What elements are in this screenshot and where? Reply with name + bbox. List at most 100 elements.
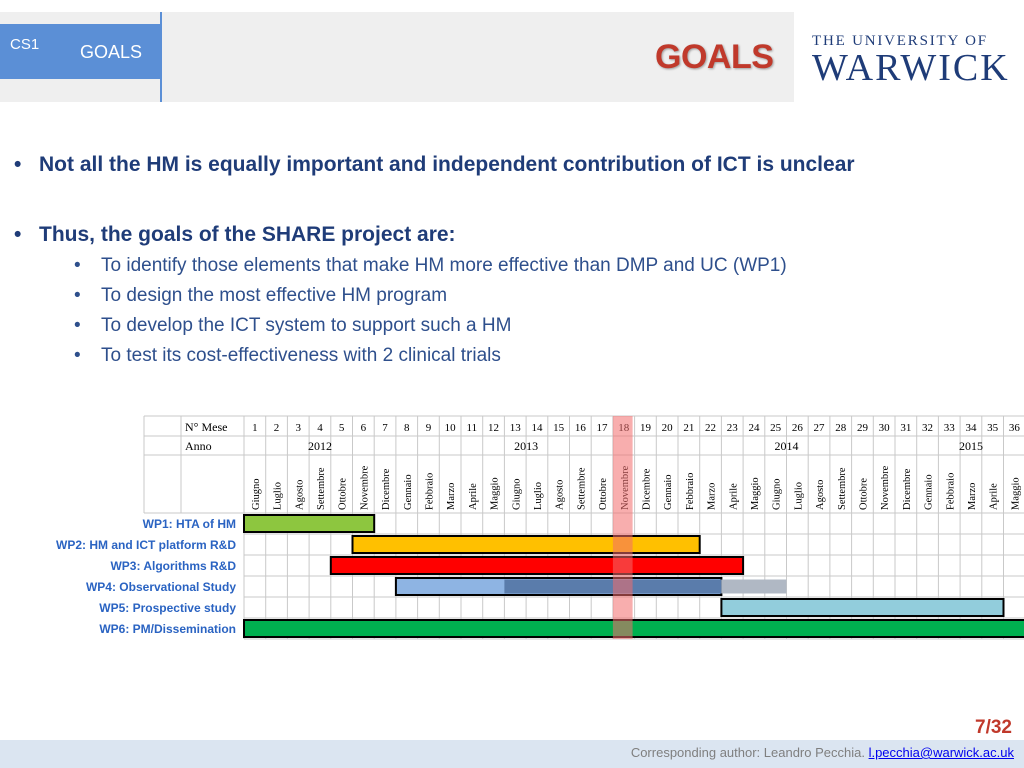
year-label: 2014 [775,439,799,453]
bullet-dot: • [14,223,22,246]
month-number-label: 30 [879,422,891,434]
task-bar [720,598,1005,617]
month-name-label: Giugno [251,479,262,511]
task-label: WP2: HM and ICT platform R&D [56,538,236,552]
month-number-label: 33 [944,422,956,434]
sub-bullet-4-text: To test its cost-effectiveness with 2 cl… [101,345,501,366]
month-number-label: 16 [575,422,587,434]
month-name-label: Aprile [989,483,1000,510]
month-name-label: Agosto [294,480,305,510]
month-name-label: Agosto [815,480,826,510]
sub-bullet-2-text: To design the most effective HM program [101,285,448,306]
month-number-label: 35 [987,422,999,434]
month-name-label: Agosto [555,480,566,510]
bullet-1: • Not all the HM is equally important an… [14,153,855,177]
month-name-label: Marzo [967,483,978,510]
logo-main-text: WARWICK [812,47,1010,89]
sub-bullet-2: • To design the most effective HM progra… [74,285,447,307]
email-link[interactable]: l.pecchia@warwick.ac.uk [868,745,1014,760]
bullet-dot: • [14,153,22,176]
sub-bullet-3-text: To develop the ICT system to support suc… [101,315,512,336]
month-name-label: Marzo [707,483,718,510]
logo-top-text: THE UNIVERSITY OF [812,33,988,49]
sub-bullet-4: • To test its cost-effectiveness with 2 … [74,345,501,367]
sub-bullet-3: • To develop the ICT system to support s… [74,315,511,337]
month-name-label: Maggio [490,477,501,510]
month-number-label: 31 [900,422,911,434]
year-label: 2015 [959,439,983,453]
month-number-label: 15 [553,422,565,434]
task-label: WP4: Observational Study [85,580,236,594]
month-number-label: 21 [683,422,694,434]
month-number-label: 25 [770,422,782,434]
month-name-label: Febbraio [424,473,435,510]
page-number: 7/32 [975,717,1012,738]
section-tab [0,24,160,79]
footer-credit: Corresponding author: Leandro Pecchia. l… [631,745,1014,760]
month-name-label: Novembre [880,465,891,510]
sub-bullet-1: • To identify those elements that make H… [74,255,787,277]
month-number-label: 23 [727,422,739,434]
month-name-label: Luglio [273,482,284,510]
month-number-label: 2 [274,422,280,434]
month-name-label: Dicembre [381,468,392,510]
footer-band [0,740,1024,768]
task-label: WP6: PM/Dissemination [99,622,236,636]
month-name-label: Novembre [359,465,370,510]
month-number-label: 9 [426,422,432,434]
month-name-label: Ottobre [598,478,609,510]
month-number-label: 11 [467,422,478,434]
task-label: WP1: HTA of HM [142,517,236,531]
month-name-label: Maggio [1010,477,1021,510]
month-name-label: Aprile [728,483,739,510]
month-number-label: 10 [445,422,457,434]
month-number-row-label: N° Mese [185,420,227,434]
month-name-label: Aprile [468,483,479,510]
month-number-label: 17 [597,422,609,434]
task-label: WP5: Prospective study [99,601,236,615]
month-number-label: 26 [792,422,804,434]
month-name-label: Luglio [533,482,544,510]
year-row-label: Anno [185,439,212,453]
month-name-label: Febbraio [685,473,696,510]
task-bar-overlay [721,579,787,594]
task-bar [329,556,745,575]
sub-bullet-1-text: To identify those elements that make HM … [101,255,787,276]
section-label: GOALS [80,42,143,62]
month-name-label: Marzo [446,483,457,510]
year-label: 2013 [514,439,538,453]
month-number-label: 36 [1009,422,1021,434]
author-text: Corresponding author: Leandro Pecchia. [630,745,869,760]
sub-bullet-dot: • [74,315,81,336]
month-number-label: 6 [361,422,367,434]
task-label: WP3: Algorithms R&D [110,559,236,573]
tab-divider [160,12,162,102]
month-number-label: 19 [640,422,652,434]
month-number-label: 34 [965,422,977,434]
month-name-label: Dicembre [902,468,913,510]
slide-title: GOALS [655,38,774,76]
month-number-label: 7 [382,422,388,434]
bullet-2-text: Thus, the goals of the SHARE project are… [39,223,456,246]
month-number-label: 12 [488,422,499,434]
bullet-1-text: Not all the HM is equally important and … [39,153,855,176]
month-number-label: 8 [404,422,410,434]
month-number-label: 27 [814,422,826,434]
month-name-label: Settembre [576,467,587,510]
sub-bullet-dot: • [74,255,81,276]
month-name-label: Settembre [316,467,327,510]
month-number-label: 29 [857,422,869,434]
month-name-label: Giugno [772,479,783,511]
month-name-label: Giugno [511,479,522,511]
month-name-label: Gennaio [403,474,414,510]
month-name-label: Luglio [793,482,804,510]
month-name-label: Settembre [837,467,848,510]
month-number-label: 3 [296,422,302,434]
month-name-label: Febbraio [945,473,956,510]
month-name-label: Gennaio [924,474,935,510]
bullet-2: • Thus, the goals of the SHARE project a… [14,223,456,247]
task-bar [243,514,376,533]
month-number-label: 14 [531,422,543,434]
sub-bullet-dot: • [74,285,81,306]
